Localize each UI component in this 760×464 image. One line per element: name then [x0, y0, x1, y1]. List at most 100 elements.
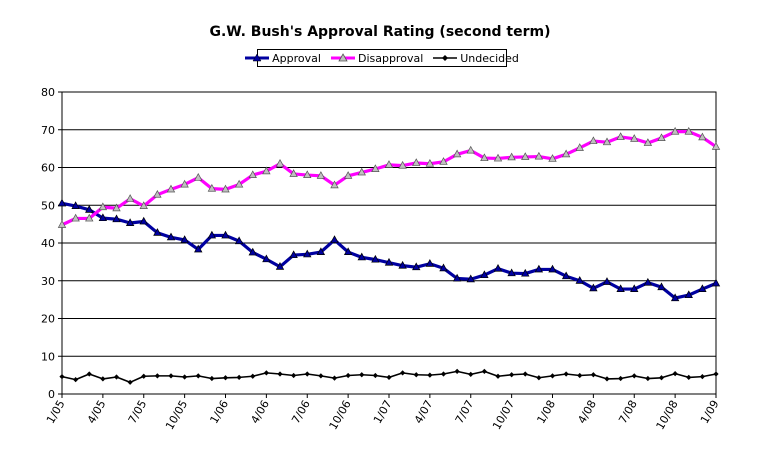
x-tick-label-2: 7/05	[126, 398, 150, 426]
data-point-undecided-17	[291, 372, 297, 379]
data-point-undecided-11	[209, 375, 215, 382]
x-tick-label-9: 4/07	[412, 398, 436, 426]
data-point-disapproval-7	[153, 189, 162, 198]
data-point-approval-0	[57, 198, 67, 207]
x-tick-label-13: 4/08	[575, 398, 599, 426]
data-point-undecided-14	[250, 373, 256, 379]
y-tick-label-4: 40	[41, 237, 55, 250]
data-point-undecided-32	[495, 373, 501, 379]
data-point-disapproval-13	[234, 179, 244, 188]
legend-item-disapproval: Disapproval	[330, 51, 424, 65]
data-point-disapproval-3	[98, 202, 108, 211]
data-point-disapproval-24	[384, 160, 394, 168]
data-point-disapproval-33	[507, 152, 516, 161]
data-point-approval-1	[71, 201, 80, 209]
data-point-undecided-10	[195, 373, 201, 379]
data-point-disapproval-39	[589, 136, 598, 145]
data-point-disapproval-19	[316, 171, 326, 179]
data-point-disapproval-17	[289, 169, 298, 177]
x-tick-label-0: 1/05	[44, 398, 68, 426]
data-point-approval-8	[166, 232, 176, 241]
data-point-disapproval-21	[343, 171, 353, 179]
data-point-undecided-15	[263, 370, 269, 376]
legend-label-undecided: Undecided	[460, 51, 519, 65]
x-tick-label-8: 1/07	[371, 398, 395, 426]
data-point-disapproval-48	[711, 142, 721, 150]
data-point-disapproval-5	[125, 194, 135, 202]
data-point-undecided-48	[713, 371, 719, 377]
y-tick-label-6: 60	[41, 162, 55, 175]
data-point-approval-10	[194, 244, 203, 253]
data-point-undecided-29	[454, 368, 460, 374]
data-point-approval-39	[589, 283, 598, 292]
data-point-undecided-0	[59, 374, 65, 380]
data-point-undecided-18	[304, 371, 310, 377]
data-point-approval-24	[384, 257, 394, 266]
data-point-approval-18	[303, 249, 312, 258]
data-point-approval-14	[248, 247, 257, 256]
data-point-disapproval-28	[439, 157, 448, 165]
legend-label-approval: Approval	[272, 51, 321, 65]
data-point-undecided-21	[345, 372, 351, 379]
data-point-approval-3	[98, 213, 108, 222]
data-point-approval-2	[85, 205, 94, 213]
data-point-disapproval-1	[71, 213, 80, 222]
data-point-disapproval-43	[643, 138, 653, 146]
legend-label-disapproval: Disapproval	[357, 51, 424, 65]
data-point-approval-15	[262, 254, 271, 263]
data-point-undecided-6	[141, 373, 147, 379]
data-point-undecided-2	[86, 371, 92, 377]
data-point-approval-47	[698, 284, 707, 293]
data-point-approval-41	[616, 284, 625, 293]
data-point-undecided-36	[549, 373, 556, 379]
data-point-undecided-38	[577, 372, 583, 379]
y-tick-label-3: 30	[41, 275, 55, 288]
data-point-approval-46	[684, 290, 693, 299]
data-point-approval-22	[357, 252, 366, 261]
data-point-approval-44	[657, 282, 666, 291]
data-point-undecided-5	[127, 379, 133, 385]
legend-marker-disapproval	[330, 53, 355, 62]
data-point-disapproval-20	[330, 180, 339, 189]
y-tick-label-7: 70	[41, 124, 55, 137]
data-point-disapproval-0	[57, 220, 67, 228]
data-point-approval-23	[371, 254, 380, 263]
data-point-undecided-19	[318, 373, 324, 379]
data-point-disapproval-46	[684, 126, 693, 135]
data-point-disapproval-15	[262, 166, 271, 175]
data-point-undecided-34	[522, 371, 528, 377]
x-tick-label-11: 10/07	[490, 398, 517, 432]
data-point-undecided-39	[590, 372, 596, 378]
data-point-approval-5	[125, 218, 135, 226]
data-point-disapproval-45	[670, 126, 680, 135]
data-point-undecided-27	[427, 372, 433, 378]
data-point-disapproval-11	[207, 183, 217, 192]
data-point-disapproval-35	[534, 151, 544, 160]
x-tick-label-7: 10/06	[327, 398, 354, 432]
legend: Approval Disapproval Undecided	[245, 49, 519, 67]
y-tick-label-1: 10	[41, 350, 55, 363]
chart-title: G.W. Bush's Approval Rating (second term…	[209, 24, 551, 40]
data-point-undecided-26	[413, 372, 419, 378]
data-point-undecided-30	[468, 371, 474, 377]
data-point-disapproval-29	[452, 149, 462, 158]
data-point-disapproval-37	[561, 149, 571, 158]
data-point-undecided-31	[481, 368, 487, 374]
x-tick-label-1: 4/05	[85, 398, 109, 426]
data-point-approval-9	[180, 235, 189, 243]
data-point-approval-29	[452, 273, 462, 282]
data-point-undecided-28	[440, 371, 447, 377]
legend-marker-undecided	[433, 55, 458, 61]
data-point-approval-40	[602, 277, 612, 285]
x-tick-label-10: 7/07	[453, 398, 477, 426]
x-tick-label-14: 7/08	[616, 398, 640, 426]
x-tick-label-4: 1/06	[207, 398, 231, 426]
data-point-approval-26	[412, 262, 421, 271]
data-point-undecided-37	[563, 371, 569, 377]
data-point-approval-16	[275, 262, 285, 270]
series-line-approval	[61, 201, 717, 300]
data-point-disapproval-16	[275, 158, 285, 167]
data-point-disapproval-36	[548, 154, 557, 162]
x-tick-label-15: 10/08	[654, 398, 681, 432]
